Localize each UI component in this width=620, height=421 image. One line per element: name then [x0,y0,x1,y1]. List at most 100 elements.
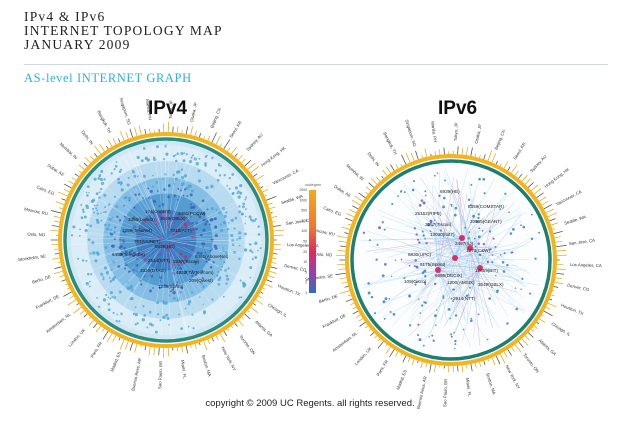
ipv6-nodes [362,172,541,350]
ipv4-city-label: Oslo, NO [27,232,46,238]
ipv4-city-label: Vancouver, CA [272,168,300,186]
ipv6-as-label: 12859(BIT) [475,268,498,273]
ipv6-city-label: Chicago, IL [550,321,572,337]
legend-tick-label: 100 [301,229,307,233]
legend-tick-label: 200 [301,219,307,223]
ipv6-city-label: Singapore, SG [404,119,418,148]
ipv4-city-label: Singapore, SG [119,97,133,126]
ipv4-rim-ticks [50,122,285,358]
ipv6-as-label: 3549(GBLX) [478,282,504,287]
ipv6-city-label: Amsterdam, NL [331,330,358,353]
ipv6-city-label: Seoul, KR [512,142,527,161]
ipv4-city-label: Stockholm, SE [18,253,47,262]
legend-tick-label: 1 [305,291,307,295]
ipv4-as-label: 209(Qwest) [189,278,213,283]
ipv6-city-label: Miami, FL [465,377,473,397]
ipv4-city-label: Hong Kong, HK [260,145,287,167]
ipv4-as-label: 6461(AboveNet) [195,254,229,259]
ipv6-as-label: 3257(Tiscali) [425,222,452,227]
ipv6-city-label: Sao Paulo, BR [442,379,448,407]
ipv6-city-label: Paris, FR [375,359,389,377]
ipv4-outer-ring [58,132,274,348]
header-line-3: JANUARY 2009 [24,37,131,52]
ipv4-city-label: Tokyo, JP [168,100,174,119]
ipv6-title: IPv6 [438,98,478,119]
ipv4-city-label: London, UK [67,328,86,348]
ipv6-as-label: 6939(HE) [440,189,460,194]
ipv4-as-label: 701(UUNET) [134,239,161,244]
ipv4-city-label: Boston, MA [201,354,213,377]
ipv6-city-label: Los Angeles, CA [570,262,602,268]
legend-tick-label: 1000 [299,198,307,202]
ipv4-city-label: Sydney, AU [245,132,264,152]
legend-tick-label: 500 [301,209,307,213]
legend-tick-label: 2000 [299,188,307,192]
ipv4-city-label: Seattle, WA [280,194,303,206]
ipv4-city-label: Osaka, JP [189,102,198,123]
ipv6-city-label: London, UK [354,346,373,366]
ipv4-city-label: Cairo, EG [36,184,56,196]
ipv6-city-label: Dubai, AE [333,184,352,199]
ipv4-city-label: Bangkok, TH [96,110,112,134]
ipv4-city-label: Amsterdam, NL [45,311,72,334]
ipv4-as-label: 174(Cogent) [145,209,171,214]
ipv4-city-label: Sao Paulo, BR [157,361,163,389]
legend-tick-label: 50 [303,240,307,244]
ipv4-as-label: 1299(TeliaNet) [122,228,152,233]
ipv4-as-label: 1239(Sprint) [158,284,184,289]
ipv4-city-label: Dubai, AE [46,163,65,178]
ipv6-rim-ticks [335,146,567,373]
ipv4-edges [69,143,263,337]
ipv4-city-label: Moscow, RU [24,206,49,216]
ipv6-city-label: Berlin, DE [318,293,338,304]
ipv6-city-label: Hong Kong, HK [543,167,570,189]
ipv6-city-label: New York, NY [504,364,521,390]
ipv4-city-label: Buenos Aires, AR [130,358,142,392]
ipv6-city-label: Oslo, NO [314,252,333,258]
ipv4-as-label: 3320(DTAG) [140,268,166,273]
ipv6-city-label: Madrid, ES [395,369,408,391]
ipv4-as-label: 7018(ATT) [170,228,192,233]
ipv6-city-label: Beijing, CN [493,129,506,151]
ipv6-as-label: 2497(IIJ) [455,241,474,246]
ipv6-outer-ring [345,154,557,366]
ipv4-city-label: Miami, FL [180,360,188,380]
ipv6-city-label: San Jose, CA [569,238,596,246]
ipv4-inner-ring [63,137,269,343]
ipv6-city-label: Denver, CO [567,283,591,293]
ipv4-as-label: 3491(PCCW) [178,211,206,216]
ipv6-city-label: Osaka, JP [474,124,483,145]
ipv6-as-label: 1273(C&W) [466,248,490,253]
legend-tick-label: 10 [303,260,307,264]
header-line-1: IPv4 & IPv6 [24,9,106,24]
ipv6-city-label: Boston, MA [485,373,497,396]
graph-subtitle: AS-level INTERNET GRAPH [24,71,192,85]
ipv6-city-label: Moscow, RU [311,227,336,237]
ipv4-city-label: Manila, PH [145,99,153,120]
ipv4-city-label: Atlanta, GA [254,319,274,338]
ipv4-as-label: 6939(HE) [155,244,175,249]
ipv6-city-label: Sydney, AU [529,154,548,174]
legend-tick-label: 5 [305,270,307,274]
ipv4-city-label: Chicago, IL [267,302,289,318]
ipv6-city-label: Tokyo, JP [453,122,459,141]
copyright-footer: copyright © 2009 UC Regents. all rights … [205,398,415,409]
ipv6-as-label: 6830(UPC) [408,252,431,257]
ipv6-city-label: Mumbai, IN [345,163,365,181]
poster-header: IPv4 & IPv6 INTERNET TOPOLOGY MAP JANUAR… [24,10,223,52]
ipv6-city-label: Bangkok, TH [382,131,398,155]
ipv6-as-label: 13030(Init7) [430,232,455,237]
ipv6-city-label: Manila, PH [430,121,438,142]
ipv4-as-label: 4323(TWTelecom) [176,270,214,275]
ipv4-city-label: Delhi, IN [80,129,94,145]
ipv4-title: IPv4 [148,98,188,119]
header-line-2: INTERNET TOPOLOGY MAP [24,23,223,38]
ipv6-city-label: Vancouver, CA [555,189,583,207]
ipv6-as-label: 8359(COMSTAR) [468,204,504,209]
ipv6-as-label: 2914(NTT) [453,296,476,301]
ipv6-city-label: Houston, TX [560,302,584,316]
ipv6-city-label: Frankfurt, DE [322,313,347,329]
ipv4-city-label: Toronto, ON [238,334,256,355]
